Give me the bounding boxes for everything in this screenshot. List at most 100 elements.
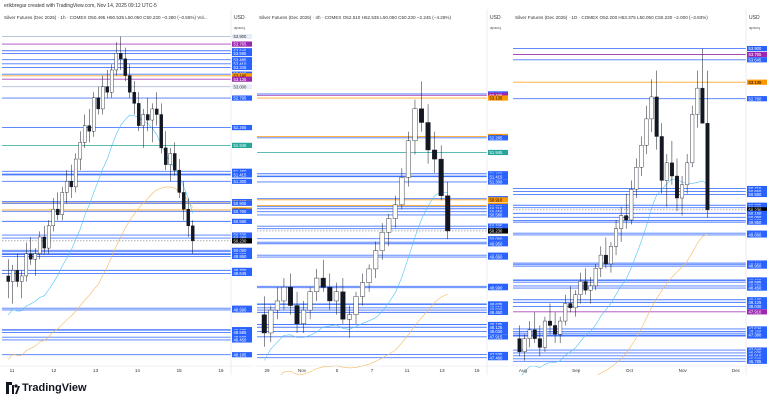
candle-body [695, 87, 700, 115]
candle [181, 181, 186, 221]
price-scale-label: 48.185 [490, 322, 503, 327]
candle [6, 259, 11, 299]
candle [386, 214, 392, 247]
chart-pane-1d[interactable]: Silver Futures (Dec 2025) · 1D · COMEX O… [511, 9, 768, 375]
price-scale-label-bg [747, 285, 767, 291]
candle-body [608, 246, 613, 265]
candle [654, 70, 659, 150]
candle [168, 147, 173, 182]
candle-body [154, 108, 159, 115]
price-scale-label: 50.580 [490, 213, 503, 218]
price-scale-label-bg [747, 350, 767, 356]
price-scale-label-bg [488, 209, 508, 215]
candle-body [578, 281, 583, 295]
price-scale-label: 48.500 [234, 335, 247, 340]
x-tick-label: 13 [439, 368, 445, 373]
candle [644, 105, 649, 155]
candle-body [87, 125, 92, 132]
candle-body [598, 254, 603, 269]
candle [274, 287, 280, 320]
price-scale-label: 49.950 [490, 241, 503, 246]
price-scale-label-bg [232, 124, 252, 131]
price-scale-label: 53.135 [749, 80, 762, 85]
price-scale-label-bg [232, 247, 252, 253]
candle [553, 312, 558, 344]
price-scale-label-bg [232, 50, 252, 57]
candle-body [28, 253, 33, 260]
price-scale-label: 48.585 [234, 330, 247, 335]
candle-body [675, 175, 679, 199]
candle [700, 48, 705, 124]
candle-body [78, 142, 83, 160]
chart-pane-1h[interactable]: Silver Futures (Dec 2025) · 1h · COMEX O… [0, 9, 253, 375]
x-tick-label: Nov [298, 368, 307, 373]
price-scale-label: 51.300 [490, 180, 503, 185]
price-scale-label-bg [747, 303, 767, 310]
price-scale-label-bg [488, 95, 508, 101]
candle [172, 142, 177, 176]
price-scale-label: 50.060 [234, 248, 247, 253]
price-scale-label-bg [747, 214, 767, 220]
price-scale-label-bg [488, 92, 508, 98]
price-scale-label-bg [747, 207, 767, 213]
price-scale-label: 50.580 [234, 219, 247, 224]
candle-body [399, 177, 405, 206]
price-scale-label-bg [232, 178, 252, 184]
price-scale-label: 53.485 [234, 57, 247, 62]
candle-body [425, 122, 431, 151]
candle [649, 79, 654, 133]
price-scale-label-bg [747, 358, 767, 364]
x-tick-label: 5 [336, 368, 339, 373]
price-scale-label: 53.410 [234, 61, 247, 66]
axis-sub-label: apscq [234, 25, 245, 30]
candle-body [685, 162, 690, 186]
candle [333, 282, 339, 315]
price-scale-label: 50.905 [234, 201, 247, 206]
candle-body [24, 253, 29, 277]
candle [573, 290, 578, 317]
candle [60, 186, 65, 221]
candle [705, 70, 710, 218]
price-scale-label-bg [232, 200, 252, 206]
candle [301, 300, 307, 333]
price-scale-label-bg [488, 197, 508, 203]
price-scale-label-bg [488, 212, 508, 218]
candle [320, 259, 326, 292]
price-scale-label: 53.135 [234, 77, 247, 82]
chart-svg: Silver Futures (Dec 2025) · 1h · COMEX O… [0, 9, 253, 375]
candle [419, 81, 425, 132]
price-scale-label: 53.765 [749, 52, 762, 57]
candle-body [563, 303, 568, 322]
price-scale-label: 52.265 [490, 135, 503, 140]
moving-average-line [264, 191, 448, 361]
candle-body [55, 208, 60, 215]
price-scale-label: 49.660 [490, 255, 503, 260]
price-scale-label-bg [747, 332, 767, 338]
candle-body [314, 277, 320, 292]
price-scale-label-bg [747, 353, 767, 359]
x-tick-label: Oct [626, 368, 634, 373]
tradingview-brand: TradingView [22, 382, 87, 394]
candle [593, 263, 598, 291]
price-scale-label: 48.125 [490, 325, 503, 330]
candle [123, 47, 128, 82]
price-scale-label: 52.795 [234, 96, 247, 101]
candle [37, 231, 42, 260]
price-scale-label-bg [488, 321, 508, 328]
price-scale-label-bg [232, 235, 252, 241]
candle-body [690, 114, 695, 164]
candle [46, 220, 51, 254]
chart-pane-4h[interactable]: Silver Futures (Dec 2025) · 4h · COMEX O… [255, 9, 509, 375]
price-scale-label-bg [232, 172, 252, 178]
candle [548, 303, 552, 335]
price-scale-label-bg [747, 79, 767, 85]
price-scale-label-bg [232, 329, 252, 336]
price-scale-label-bg [232, 352, 252, 358]
candle [42, 225, 47, 254]
footer-bar: TradingView [0, 376, 768, 400]
candle [268, 305, 274, 343]
price-scale-label: 47.915 [490, 334, 503, 339]
candle-body [64, 181, 69, 193]
candle-body [6, 275, 11, 282]
